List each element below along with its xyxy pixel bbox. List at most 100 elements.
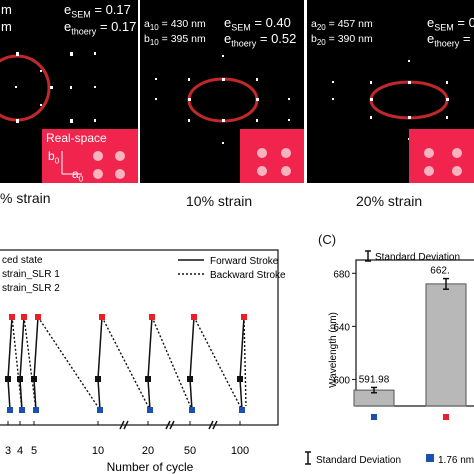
bar-value-label-1: 662. bbox=[430, 266, 449, 277]
bar-ytick-600: 600 bbox=[333, 375, 350, 386]
realspace-label: Real-space bbox=[46, 131, 107, 145]
panel1-line1: m bbox=[1, 2, 12, 17]
forward-stroke-down-0 bbox=[7, 378, 11, 411]
marker-bottom-2 bbox=[33, 407, 39, 413]
category-marker-blue bbox=[371, 414, 377, 420]
legend-backward: Backward Stroke bbox=[210, 270, 286, 281]
realspace-inset-20pct bbox=[409, 129, 474, 183]
cycle-xtick-3: 3 bbox=[5, 445, 11, 457]
backward-stroke-0 bbox=[11, 316, 23, 411]
wavelength-bar-chart: 600 640 680 591.98 662. Standard Deviation W… bbox=[305, 250, 474, 466]
diffraction-pattern-10pct bbox=[155, 55, 290, 144]
marker-mid-2 bbox=[31, 376, 37, 382]
marker-top-1 bbox=[21, 314, 27, 320]
panel3-b20: b20 = 390 nm bbox=[311, 33, 373, 48]
forward-stroke-up-6 bbox=[239, 316, 245, 380]
bottom-legend-blue-square bbox=[426, 454, 434, 462]
forward-stroke-down-3 bbox=[97, 378, 101, 411]
cycle-xlabel: Number of cycle bbox=[107, 460, 194, 474]
backward-stroke-1 bbox=[23, 316, 37, 411]
marker-top-3 bbox=[99, 314, 105, 320]
marker-bottom-4 bbox=[147, 407, 153, 413]
marker-mid-4 bbox=[145, 376, 151, 382]
legend-forward: Forward Stroke bbox=[210, 256, 279, 267]
bottom-legend-sd: Standard Deviation bbox=[316, 455, 401, 466]
panel1-esem: eSEM = 0.17 bbox=[64, 2, 131, 20]
marker-mid-3 bbox=[95, 376, 101, 382]
cycle-chart: 3 4 5 10 20 50 100 ced state strain_SLR 1 stra… bbox=[0, 249, 286, 474]
realspace-inset-10pct bbox=[240, 129, 304, 183]
panel2-b10: b10 = 395 nm bbox=[144, 33, 206, 48]
axis-break-2 bbox=[208, 420, 214, 430]
legend-left-1: ced state bbox=[2, 255, 43, 266]
diffraction-panel-10pct: a10 = 430 nm b10 = 395 nm eSEM = 0.40 et… bbox=[140, 0, 304, 183]
axis-break-b-0 bbox=[123, 420, 129, 430]
marker-top-6 bbox=[241, 314, 247, 320]
panel2-a10: a10 = 430 nm bbox=[144, 18, 206, 33]
bar-ytick-680: 680 bbox=[333, 269, 350, 280]
cycle-xtick-10: 10 bbox=[92, 445, 104, 457]
strain-caption-10pct: 10% strain bbox=[186, 193, 253, 209]
bottom-legend-val: 1.76 nm bbox=[438, 455, 474, 466]
backward-stroke-5 bbox=[193, 316, 243, 411]
diffraction-panel-0pct: m m eSEM = 0.17 ethoery = 0.17 Real-spac… bbox=[0, 0, 138, 183]
panel1-ethoery: ethoery = 0.17 bbox=[64, 19, 137, 37]
marker-bottom-1 bbox=[19, 407, 25, 413]
strain-caption-0pct: % strain bbox=[0, 190, 51, 206]
diffraction-pattern-0pct bbox=[0, 52, 96, 123]
bar-legend-sd: Standard Deviation bbox=[375, 252, 460, 263]
bar-value-label-0: 591.98 bbox=[359, 374, 390, 385]
bar-1 bbox=[425, 283, 467, 407]
category-marker-red bbox=[443, 414, 449, 420]
forward-stroke-up-1 bbox=[19, 316, 25, 380]
realspace-inset-0pct: Real-space b0 a0 bbox=[42, 129, 138, 183]
realspace-axes-icon bbox=[61, 151, 125, 179]
cycle-plot-frame bbox=[0, 249, 279, 426]
forward-stroke-down-6 bbox=[239, 378, 243, 411]
forward-stroke-up-5 bbox=[189, 316, 195, 380]
bar-ylabel: Wavelength (nm) bbox=[328, 312, 339, 388]
cycle-xtick-100: 100 bbox=[231, 445, 249, 457]
forward-stroke-down-4 bbox=[147, 378, 151, 411]
backward-stroke-4 bbox=[151, 316, 193, 411]
cycle-xtick-50: 50 bbox=[184, 445, 196, 457]
panel-label-c: (C) bbox=[318, 232, 337, 247]
marker-top-5 bbox=[191, 314, 197, 320]
marker-mid-6 bbox=[237, 376, 243, 382]
bar-ytick-640: 640 bbox=[333, 322, 350, 333]
marker-mid-0 bbox=[5, 376, 11, 382]
panel2-esem: eSEM = 0.40 bbox=[224, 15, 291, 33]
forward-stroke-up-0 bbox=[7, 316, 13, 380]
backward-stroke-last bbox=[243, 316, 247, 407]
marker-mid-5 bbox=[187, 376, 193, 382]
marker-top-2 bbox=[35, 314, 41, 320]
backward-stroke-3 bbox=[101, 316, 151, 411]
axis-break-b-2 bbox=[212, 420, 218, 430]
axis-break-b-1 bbox=[169, 420, 175, 430]
cycle-xtick-20: 20 bbox=[142, 445, 154, 457]
panel1-line2: m bbox=[1, 19, 12, 34]
marker-bottom-3 bbox=[97, 407, 103, 413]
cycle-xtick-5: 5 bbox=[31, 445, 37, 457]
forward-stroke-down-5 bbox=[189, 378, 193, 411]
marker-bottom-5 bbox=[189, 407, 195, 413]
marker-top-4 bbox=[149, 314, 155, 320]
b0-label: b0 bbox=[48, 149, 60, 166]
diffraction-pattern-20pct bbox=[332, 60, 449, 140]
forward-stroke-up-4 bbox=[147, 316, 153, 380]
axis-break-1 bbox=[165, 420, 171, 430]
panel3-esem: eSEM = 0 bbox=[427, 15, 474, 33]
legend-left-3: strain_SLR 2 bbox=[2, 283, 60, 294]
backward-stroke-2 bbox=[37, 316, 101, 411]
marker-mid-1 bbox=[17, 376, 23, 382]
bar-plot-frame bbox=[355, 259, 474, 407]
axis-break-0 bbox=[119, 420, 125, 430]
marker-bottom-6 bbox=[239, 407, 245, 413]
strain-caption-20pct: 20% strain bbox=[356, 193, 423, 209]
panel3-ethoery: ethoery = 0 bbox=[427, 31, 474, 49]
panel2-ethoery: ethoery = 0.52 bbox=[224, 31, 297, 49]
cycle-xtick-4: 4 bbox=[17, 445, 23, 457]
diffraction-panel-20pct: a20 = 457 nm b20 = 390 nm eSEM = 0 ethoe… bbox=[307, 0, 474, 183]
forward-stroke-up-3 bbox=[97, 316, 103, 380]
panel3-a20: a20 = 457 nm bbox=[311, 18, 373, 33]
